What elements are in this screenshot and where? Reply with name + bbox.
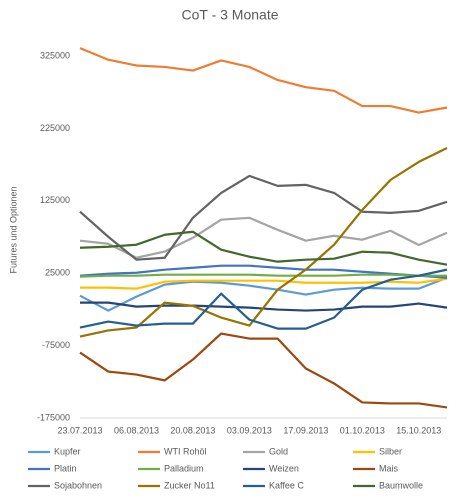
x-tick-label: 20.08.2013 bbox=[170, 425, 215, 435]
legend-label: Platin bbox=[54, 463, 77, 473]
series-line bbox=[79, 230, 448, 266]
y-tick-label: -175000 bbox=[37, 412, 70, 422]
series-line bbox=[79, 174, 448, 261]
y-axis-label: Futures und Optionen bbox=[8, 186, 18, 273]
legend-label: Palladium bbox=[164, 463, 204, 473]
legend-label: Sojabohnen bbox=[54, 480, 102, 490]
series-line bbox=[79, 332, 448, 409]
series-line bbox=[79, 268, 448, 330]
series-line bbox=[79, 264, 448, 279]
legend-label: Baumwolle bbox=[379, 480, 423, 490]
x-tick-label: 01.10.2013 bbox=[340, 425, 385, 435]
x-tick-label: 17.09.2013 bbox=[283, 425, 328, 435]
legend-label: Silber bbox=[379, 446, 402, 456]
x-tick-label: 03.09.2013 bbox=[227, 425, 272, 435]
x-tick-label: 23.07.2013 bbox=[57, 425, 102, 435]
legend-label: WTI Rohöl bbox=[164, 446, 207, 456]
legend-label: Zucker No11 bbox=[164, 480, 215, 490]
legend-label: Weizen bbox=[269, 463, 299, 473]
y-tick-label: -75000 bbox=[42, 340, 70, 350]
series-line bbox=[79, 273, 447, 278]
series-line bbox=[79, 147, 448, 338]
y-tick-label: 225000 bbox=[40, 123, 70, 133]
y-tick-label: 25000 bbox=[45, 268, 70, 278]
series-line bbox=[79, 276, 448, 312]
series-line bbox=[79, 47, 448, 114]
legend-label: Gold bbox=[269, 446, 288, 456]
y-tick-label: 325000 bbox=[40, 50, 70, 60]
legend-label: Kupfer bbox=[54, 446, 81, 456]
series-line bbox=[79, 216, 448, 259]
y-tick-label: 125000 bbox=[40, 195, 70, 205]
chart-title: CoT - 3 Monate bbox=[181, 7, 278, 23]
legend-label: Kaffee C bbox=[269, 480, 304, 490]
x-tick-label: 15.10.2013 bbox=[396, 425, 441, 435]
x-tick-label: 06.08.2013 bbox=[114, 425, 159, 435]
legend-label: Mais bbox=[379, 463, 399, 473]
